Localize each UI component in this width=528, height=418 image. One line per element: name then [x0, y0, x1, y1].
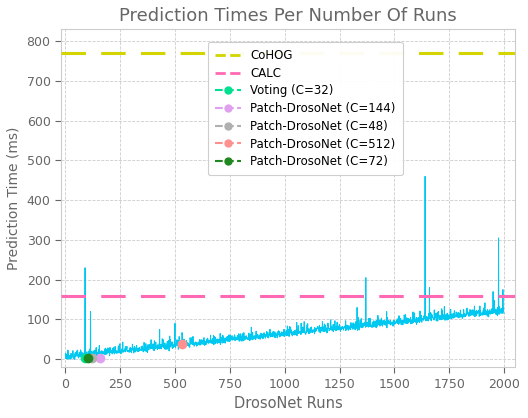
X-axis label: DrosoNet Runs: DrosoNet Runs	[233, 396, 342, 411]
Title: Prediction Times Per Number Of Runs: Prediction Times Per Number Of Runs	[119, 7, 457, 25]
Legend: CoHOG, CALC, Voting (C=32), Patch-DrosoNet (C=144), Patch-DrosoNet (C=48), Patch: CoHOG, CALC, Voting (C=32), Patch-DrosoN…	[208, 42, 402, 176]
Y-axis label: Prediction Time (ms): Prediction Time (ms)	[7, 127, 21, 270]
